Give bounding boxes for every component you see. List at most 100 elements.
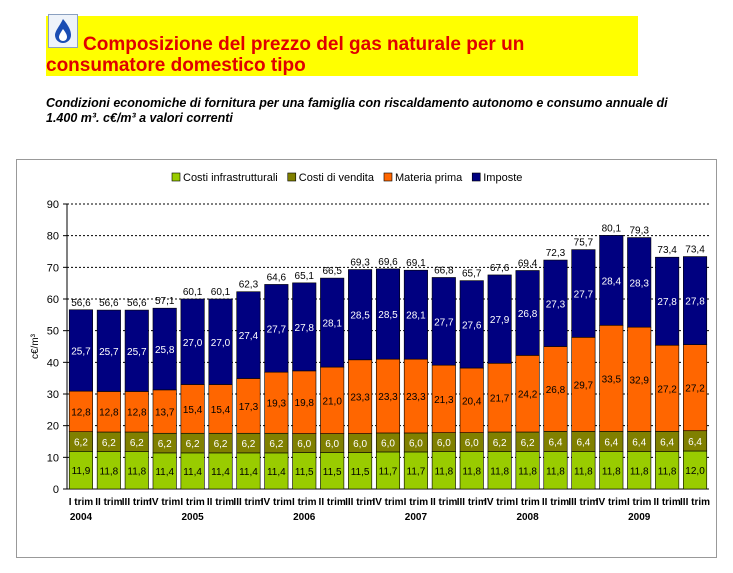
y-tick-label: 20 bbox=[47, 421, 59, 433]
data-label: 6,0 bbox=[437, 438, 451, 449]
data-label: 27,2 bbox=[657, 384, 677, 395]
data-label: 28,3 bbox=[629, 278, 649, 289]
data-label: 11,8 bbox=[434, 466, 453, 477]
data-label: 17,3 bbox=[239, 402, 259, 413]
x-tick-label: I trim bbox=[292, 497, 317, 508]
y-tick-label: 40 bbox=[47, 357, 59, 369]
data-label: 6,2 bbox=[521, 438, 535, 449]
data-label: 6,0 bbox=[297, 439, 311, 450]
data-label: 11,8 bbox=[490, 466, 509, 477]
data-label: 19,3 bbox=[267, 399, 287, 410]
bar-segment bbox=[152, 307, 177, 391]
x-tick-label: II trim bbox=[319, 497, 346, 508]
bar-segment bbox=[375, 268, 401, 360]
legend-swatch bbox=[171, 172, 181, 182]
year-label: 2004 bbox=[70, 512, 93, 523]
data-label: 6,2 bbox=[269, 439, 283, 450]
bar-segment bbox=[459, 280, 484, 369]
bar-segment bbox=[627, 237, 652, 328]
data-label: 6,2 bbox=[74, 438, 88, 449]
stacked-bar-chart: 0 10 20 30 40 50 60 70 80 90 c€/m³ 11,9 6,2 12,8 25,7 5… bbox=[30, 172, 710, 523]
data-label: 13,7 bbox=[155, 408, 175, 419]
x-tick-label: I trim bbox=[515, 497, 540, 508]
data-label: 11,5 bbox=[351, 467, 370, 478]
data-label: 26,8 bbox=[518, 309, 538, 320]
data-label: 6,0 bbox=[353, 439, 367, 450]
data-label: 12,0 bbox=[685, 466, 705, 477]
page-subtitle: Condizioni economiche di fornitura per u… bbox=[46, 96, 668, 125]
data-label: 28,5 bbox=[350, 311, 370, 322]
legend-label: Costi infrastrutturali bbox=[183, 172, 278, 184]
data-label: 27,8 bbox=[657, 297, 677, 308]
data-label: 28,5 bbox=[378, 310, 398, 321]
total-label: 73,4 bbox=[657, 245, 677, 256]
data-label: 11,8 bbox=[518, 466, 537, 477]
data-label: 6,4 bbox=[604, 438, 618, 449]
data-label: 27,3 bbox=[546, 299, 566, 310]
total-label: 66,8 bbox=[434, 265, 454, 276]
data-label: 6,4 bbox=[576, 438, 590, 449]
bar-segment bbox=[683, 256, 708, 345]
data-label: 6,0 bbox=[409, 438, 423, 449]
bar-segment bbox=[96, 309, 121, 392]
data-label: 11,9 bbox=[72, 466, 91, 477]
year-label: 2005 bbox=[181, 512, 204, 523]
legend-label: Materia prima bbox=[395, 172, 463, 184]
data-label: 25,7 bbox=[127, 347, 147, 358]
y-tick-label: 50 bbox=[47, 326, 59, 338]
data-label: 11,8 bbox=[546, 466, 565, 477]
data-label: 28,1 bbox=[406, 311, 426, 322]
total-label: 57,1 bbox=[155, 296, 175, 307]
total-label: 69,6 bbox=[378, 257, 398, 268]
total-label: 60,1 bbox=[183, 287, 203, 298]
x-tick-label: III trim bbox=[680, 497, 710, 508]
data-label: 6,2 bbox=[186, 439, 200, 450]
data-label: 25,7 bbox=[71, 346, 91, 357]
legend-label: Imposte bbox=[483, 172, 522, 184]
data-label: 28,4 bbox=[602, 276, 622, 287]
bar-segment bbox=[431, 277, 456, 366]
total-label: 80,1 bbox=[602, 223, 622, 234]
data-label: 27,2 bbox=[685, 384, 705, 395]
data-label: 27,7 bbox=[434, 317, 454, 328]
total-label: 56,6 bbox=[127, 298, 147, 309]
data-label: 6,2 bbox=[214, 439, 228, 450]
data-label: 12,8 bbox=[71, 407, 91, 418]
data-label: 27,8 bbox=[685, 297, 705, 308]
total-label: 56,6 bbox=[99, 298, 119, 309]
gas-flame-icon bbox=[48, 14, 78, 48]
data-label: 6,2 bbox=[102, 438, 116, 449]
legend-swatch bbox=[383, 172, 393, 182]
year-label: 2009 bbox=[628, 512, 651, 523]
x-tick-label: III trim bbox=[233, 497, 263, 508]
data-label: 6,4 bbox=[688, 437, 702, 448]
data-label: 6,2 bbox=[493, 438, 507, 449]
data-label: 27,0 bbox=[211, 338, 231, 349]
data-label: 6,4 bbox=[632, 438, 646, 449]
data-label: 28,1 bbox=[322, 319, 342, 330]
data-label: 29,7 bbox=[574, 380, 594, 391]
total-label: 69,3 bbox=[350, 258, 370, 269]
data-label: 11,8 bbox=[462, 466, 481, 477]
data-label: 6,0 bbox=[381, 438, 395, 449]
legend-swatch bbox=[471, 172, 481, 182]
data-label: 11,4 bbox=[267, 467, 286, 478]
bar-segment bbox=[292, 282, 317, 372]
x-tick-label: I trim bbox=[180, 497, 205, 508]
data-label: 20,4 bbox=[462, 396, 482, 407]
data-label: 11,7 bbox=[407, 466, 426, 477]
data-label: 11,4 bbox=[155, 467, 174, 478]
data-label: 15,4 bbox=[183, 405, 203, 416]
y-tick-label: 0 bbox=[53, 484, 59, 496]
data-label: 11,5 bbox=[295, 467, 314, 478]
data-label: 21,3 bbox=[434, 395, 454, 406]
data-label: 23,3 bbox=[406, 392, 426, 403]
bar-segment bbox=[264, 284, 289, 373]
x-tick-label: I trim bbox=[404, 497, 429, 508]
data-label: 19,8 bbox=[295, 398, 315, 409]
data-label: 6,2 bbox=[158, 439, 172, 450]
total-label: 69,4 bbox=[518, 259, 538, 270]
y-tick-label: 60 bbox=[47, 294, 59, 306]
total-label: 69,1 bbox=[406, 258, 426, 269]
x-tick-label: II trim bbox=[542, 497, 569, 508]
